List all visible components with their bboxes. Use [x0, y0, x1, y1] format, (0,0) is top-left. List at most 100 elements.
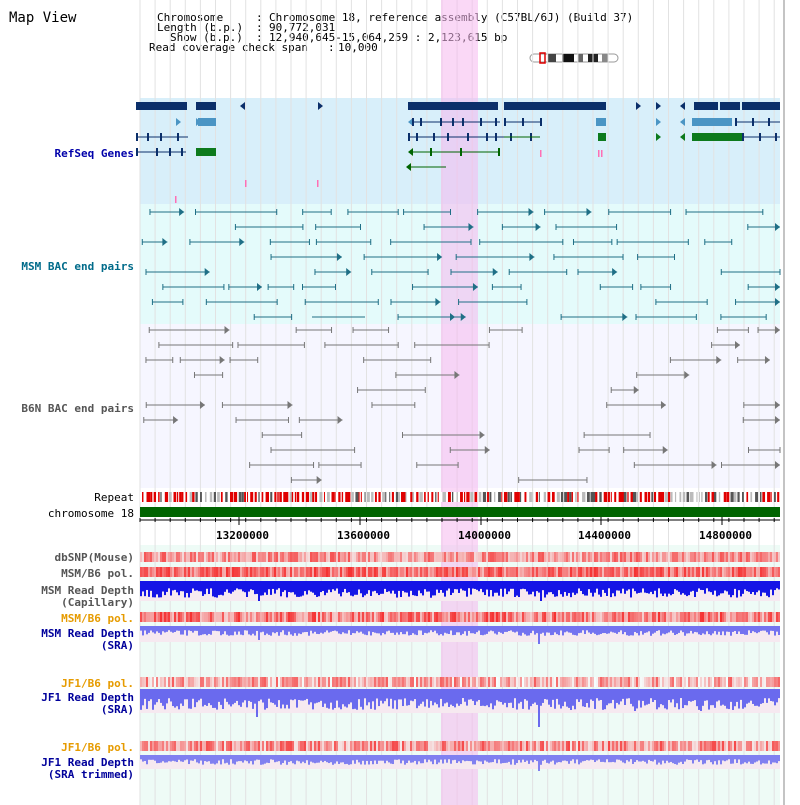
heat-cell: [496, 612, 498, 622]
msm-b6-pol-label[interactable]: MSM/B6 pol.: [61, 567, 134, 580]
heat-cell: [722, 612, 724, 622]
repeat-element: [301, 492, 305, 502]
heat-cell: [488, 612, 490, 622]
heat-cell: [140, 552, 142, 562]
heat-cell: [750, 612, 752, 622]
heat-cell: [546, 677, 548, 687]
depth-bar: [482, 689, 484, 706]
heat-cell: [658, 567, 660, 577]
depth-bar: [358, 755, 360, 763]
heat-cell: [140, 677, 142, 687]
depth-bar: [404, 689, 406, 699]
repeat-element: [244, 492, 246, 502]
depth-bar: [386, 626, 388, 632]
msm-b6-pol-label-2[interactable]: MSM/B6 pol.: [61, 612, 134, 625]
depth-bar: [368, 689, 370, 703]
chromosome-ideogram[interactable]: [528, 52, 620, 64]
dbsnp-label[interactable]: dbSNP(Mouse): [54, 551, 134, 564]
heat-cell: [364, 677, 366, 687]
heat-cell: [728, 612, 730, 622]
depth-bar: [698, 626, 700, 635]
jf1-depth-sra-label[interactable]: JF1 Read Depth: [41, 691, 134, 704]
depth-bar: [426, 581, 428, 592]
heat-cell: [590, 567, 592, 577]
heat-cell: [574, 677, 576, 687]
depth-bar: [272, 626, 274, 633]
jf1-b6-pol-label[interactable]: JF1/B6 pol.: [61, 677, 134, 690]
depth-bar: [420, 689, 422, 704]
heat-cell: [562, 677, 564, 687]
repeat-element: [150, 492, 153, 502]
depth-bar: [486, 689, 488, 706]
depth-bar: [550, 755, 552, 762]
depth-bar: [500, 689, 502, 703]
heat-cell: [692, 612, 694, 622]
depth-bar: [702, 581, 704, 591]
depth-bar: [298, 626, 300, 634]
depth-bar: [574, 755, 576, 764]
heat-cell: [550, 567, 552, 577]
heat-cell: [544, 677, 546, 687]
depth-bar: [444, 689, 446, 704]
depth-bar: [304, 626, 306, 633]
depth-bar: [746, 689, 748, 704]
heat-cell: [322, 552, 324, 562]
heat-cell: [388, 677, 390, 687]
chromosome-label[interactable]: chromosome 18: [47, 507, 134, 520]
heat-cell: [258, 552, 260, 562]
msm-depth-capillary-label[interactable]: MSM Read Depth: [41, 584, 134, 597]
depth-bar: [290, 581, 292, 593]
repeat-element: [261, 492, 264, 502]
heat-cell: [502, 567, 504, 577]
depth-bar: [460, 689, 462, 705]
b6n-bac-label[interactable]: B6N BAC end pairs: [21, 402, 134, 415]
depth-bar: [658, 689, 660, 708]
heat-cell: [206, 552, 208, 562]
msm-depth-sra-label[interactable]: MSM Read Depth: [41, 627, 134, 640]
depth-bar: [710, 626, 712, 636]
depth-bar: [316, 755, 318, 763]
heat-cell: [480, 567, 482, 577]
heat-cell: [708, 741, 710, 751]
heat-cell: [192, 741, 194, 751]
heat-cell: [150, 741, 152, 751]
heat-cell: [688, 741, 690, 751]
depth-bar: [728, 755, 730, 760]
heat-cell: [662, 567, 664, 577]
depth-bar: [574, 689, 576, 710]
heat-cell: [758, 552, 760, 562]
heat-cell: [696, 677, 698, 687]
depth-bar: [604, 626, 606, 634]
repeat-label[interactable]: Repeat: [94, 491, 134, 504]
heat-cell: [346, 741, 348, 751]
refseq-label[interactable]: RefSeq Genes: [54, 147, 134, 160]
heat-cell: [164, 741, 166, 751]
depth-bar: [528, 626, 530, 636]
heat-cell: [648, 612, 650, 622]
heat-cell: [520, 552, 522, 562]
depth-bar: [196, 689, 198, 703]
msm-bac-label[interactable]: MSM BAC end pairs: [21, 260, 134, 273]
heat-cell: [152, 677, 154, 687]
heat-cell: [360, 612, 362, 622]
heat-cell: [336, 741, 338, 751]
depth-bar: [292, 689, 294, 701]
depth-bar: [714, 626, 716, 632]
jf1-depth-trimmed-label[interactable]: JF1 Read Depth: [41, 756, 134, 769]
depth-bar: [200, 755, 202, 761]
depth-bar: [562, 581, 564, 597]
repeat-element: [437, 492, 439, 502]
depth-bar: [580, 755, 582, 763]
depth-bar: [350, 581, 352, 596]
heat-cell: [422, 612, 424, 622]
depth-bar: [420, 581, 422, 594]
heat-cell: [442, 567, 444, 577]
depth-bar: [740, 755, 742, 765]
depth-bar: [164, 689, 166, 710]
heat-cell: [586, 741, 588, 751]
heat-cell: [522, 677, 524, 687]
depth-bar: [654, 626, 656, 633]
jf1-b6-pol-label-2[interactable]: JF1/B6 pol.: [61, 741, 134, 754]
depth-bar: [450, 626, 452, 631]
